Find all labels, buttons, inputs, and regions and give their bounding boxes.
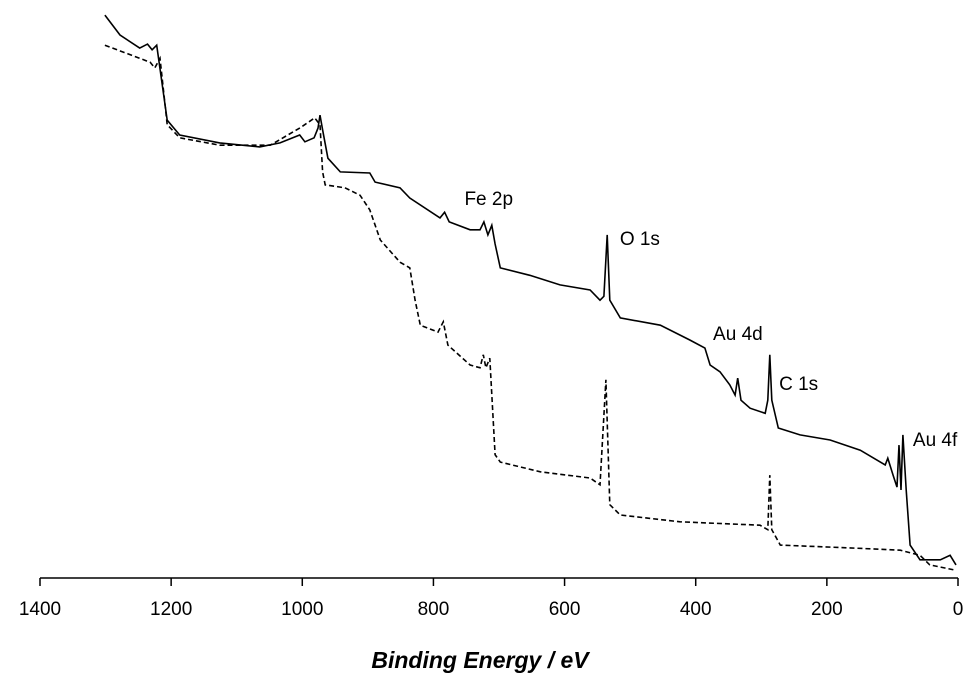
peak-annotation: O 1s [620,229,660,250]
peak-annotation: C 1s [779,374,818,395]
x-tick-label: 1400 [19,599,61,620]
x-tick-label: 1200 [150,599,192,620]
peak-annotation: Au 4d [713,324,763,345]
spectrum-line [104,44,955,571]
x-tick-label: 400 [680,599,712,620]
x-tick-label: 0 [953,599,964,620]
spectrum-line [104,14,957,566]
x-tick-label: 1000 [281,599,323,620]
x-tick-label: 200 [811,599,843,620]
peak-annotation: Au 4f [913,430,958,451]
x-tick-label: 800 [418,599,450,620]
peak-annotation: Fe 2p [464,189,513,210]
x-tick-label: 600 [549,599,581,620]
x-axis-title: Binding Energy / eV [371,647,590,673]
